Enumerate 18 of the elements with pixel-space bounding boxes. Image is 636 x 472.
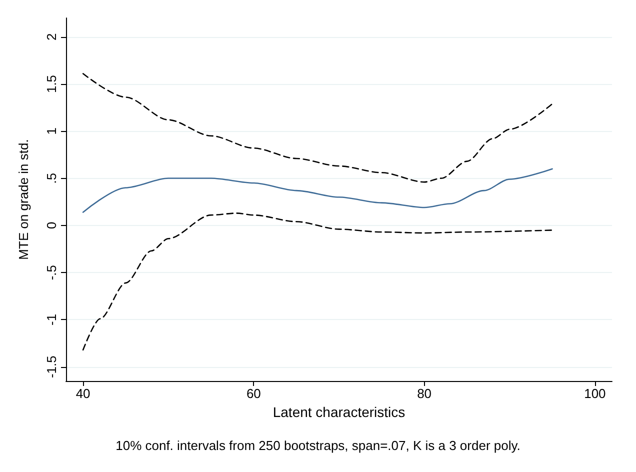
y-tick-label: 1.5 [44,74,59,94]
x-tick-label: 80 [417,386,432,401]
x-tick-label: 60 [246,386,261,401]
y-tick-label: -1.5 [44,356,59,378]
x-tick-label: 40 [76,386,90,401]
line-series [82,72,553,183]
y-tick-label: -.5 [44,264,59,280]
y-tick-label: -1 [44,314,59,326]
y-tick-label: 0 [44,222,59,230]
y-tick-label: .5 [44,172,59,184]
y-tick-label: 1 [44,128,59,135]
y-tick-label: 2 [44,33,59,40]
x-tick-label: 100 [584,386,606,401]
x-axis-title: Latent characteristics [272,404,406,420]
text: 10% conf. intervals from 250 bootstraps, span=.07, K is a 3 order poly. [116,438,520,453]
line-series [82,212,553,351]
line-series [82,168,553,213]
y-axis-title: MTE on grade in std. [16,139,31,260]
